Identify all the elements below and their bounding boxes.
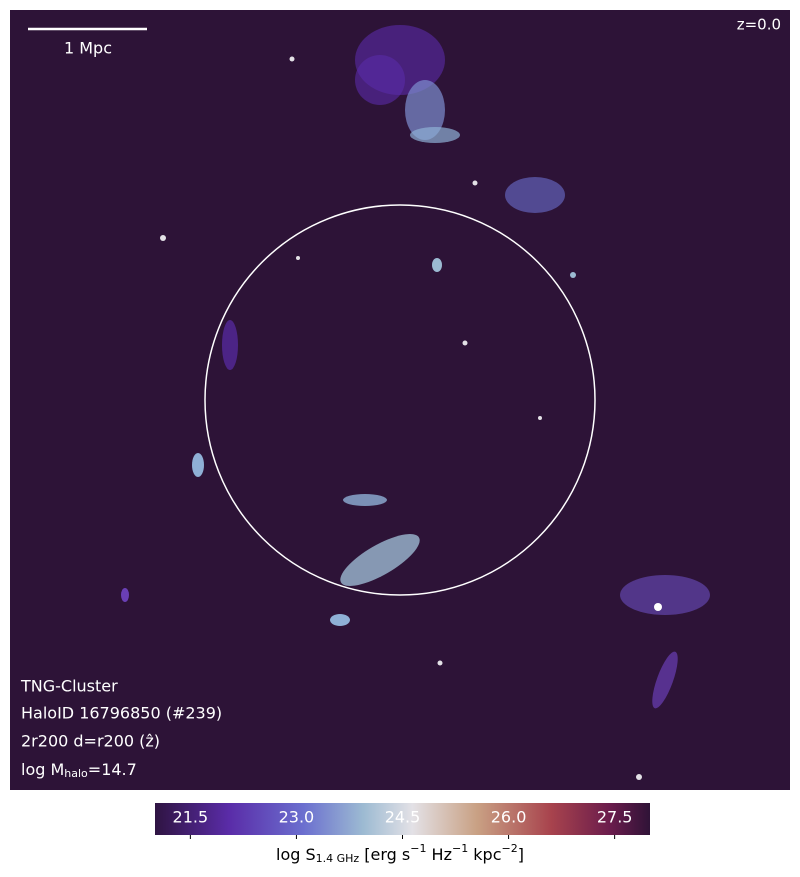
r200-circle	[204, 204, 596, 596]
colorbar-tick-label: 23.0	[279, 808, 315, 827]
annotation: HaloID 16796850 (#239)	[21, 704, 222, 723]
emission-blobs	[121, 25, 710, 780]
annotation: 2r200 d=r200 (ẑ)	[21, 732, 160, 751]
annotation: TNG-Cluster	[20, 677, 118, 696]
mass-label: log Mhalo=14.7	[21, 760, 137, 781]
map-background	[10, 10, 790, 790]
colorbar-tick-label: 24.5	[385, 808, 421, 827]
colorbar-tick-label: 27.5	[597, 808, 633, 827]
scale-bar-label: 1 Mpc	[64, 39, 112, 58]
colorbar-ticks: 21.5 23.0 24.5 26.0 27.5	[173, 808, 633, 839]
colorbar	[155, 803, 650, 835]
colorbar-tick-label: 21.5	[173, 808, 209, 827]
redshift-label: z=0.0	[737, 16, 781, 34]
colorbar-label: log S1.4 GHz [erg s−1 Hz−1 kpc−2]	[276, 842, 524, 865]
colorbar-tick-label: 26.0	[491, 808, 527, 827]
